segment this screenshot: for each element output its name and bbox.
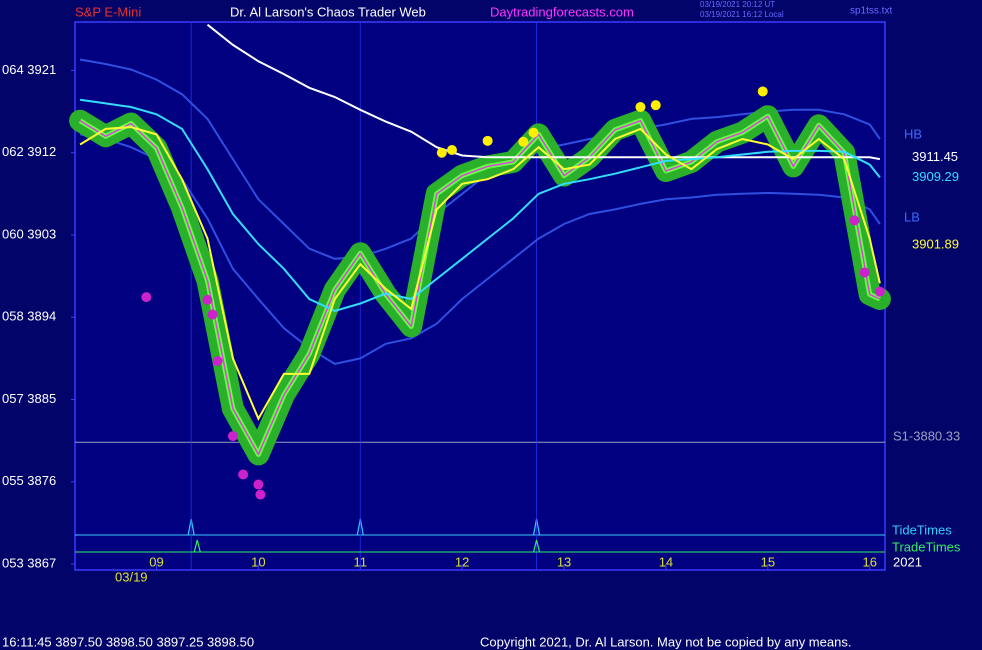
- y-tick-label: 064 3921: [2, 62, 56, 77]
- marker-dot: [436, 147, 447, 158]
- hb-label: HB: [904, 126, 922, 141]
- quote: 16:11:45 3897.50 3898.50 3897.25 3898.50: [2, 634, 254, 649]
- y-tick-label: 057 3885: [2, 391, 56, 406]
- plot-area: [74, 21, 886, 571]
- x-tick-label: 16: [862, 554, 876, 569]
- date-label: 03/19: [115, 569, 148, 584]
- x-tick-label: 15: [761, 554, 775, 569]
- y-tick-label: 053 3867: [2, 555, 56, 570]
- marker-dot: [253, 479, 264, 490]
- x-tick-label: 13: [557, 554, 571, 569]
- year-label: 2021: [893, 554, 922, 569]
- y-tick-label: 062 3912: [2, 144, 56, 159]
- marker-dot: [757, 86, 768, 97]
- file-name: sp1tss.txt: [850, 6, 892, 17]
- time-ut: 03/19/2021 20:12 UT: [700, 0, 775, 9]
- end-label: 3911.45: [912, 149, 958, 164]
- series-line: [79, 133, 881, 365]
- marker-dot: [202, 294, 213, 305]
- symbol: S&P E-Mini: [75, 4, 141, 19]
- marker-dot: [207, 309, 218, 320]
- marker-dot: [227, 431, 238, 442]
- y-tick-label: 055 3876: [2, 473, 56, 488]
- marker-dot: [874, 286, 885, 297]
- marker-dot: [859, 267, 870, 278]
- title: Dr. Al Larson's Chaos Trader Web: [230, 4, 426, 19]
- marker-dot: [635, 102, 646, 113]
- series-line: [79, 98, 881, 312]
- event-label: TideTimes: [892, 522, 952, 537]
- site: Daytradingforecasts.com: [490, 4, 634, 19]
- x-tick-label: 12: [455, 554, 469, 569]
- marker-dot: [518, 136, 529, 147]
- lb-label: LB: [904, 209, 920, 224]
- time-local: 03/19/2021 16:12 Local: [700, 10, 784, 19]
- marker-dot: [238, 469, 249, 480]
- marker-dot: [650, 100, 661, 111]
- x-tick-label: 10: [251, 554, 265, 569]
- marker-dot: [528, 127, 539, 138]
- price-line: [79, 115, 881, 456]
- marker-dot: [849, 215, 860, 226]
- series-line: [79, 126, 881, 421]
- support-label: S1-3880.33: [893, 429, 960, 444]
- x-tick-label: 09: [149, 554, 163, 569]
- y-tick-label: 060 3903: [2, 226, 56, 241]
- end-label: 3909.29: [912, 169, 959, 184]
- marker-dot: [255, 489, 266, 500]
- copyright: Copyright 2021, Dr. Al Larson. May not b…: [480, 634, 851, 649]
- event-spike: [532, 539, 541, 553]
- event-label: TradeTimes: [892, 539, 961, 554]
- marker-dot: [141, 292, 152, 303]
- marker-dot: [212, 356, 223, 367]
- marker-dot: [446, 144, 457, 155]
- end-label: 3901.89: [912, 237, 959, 252]
- event-spike: [193, 539, 201, 553]
- marker-dot: [482, 135, 493, 146]
- y-tick-label: 058 3894: [2, 309, 56, 324]
- x-tick-label: 14: [659, 554, 673, 569]
